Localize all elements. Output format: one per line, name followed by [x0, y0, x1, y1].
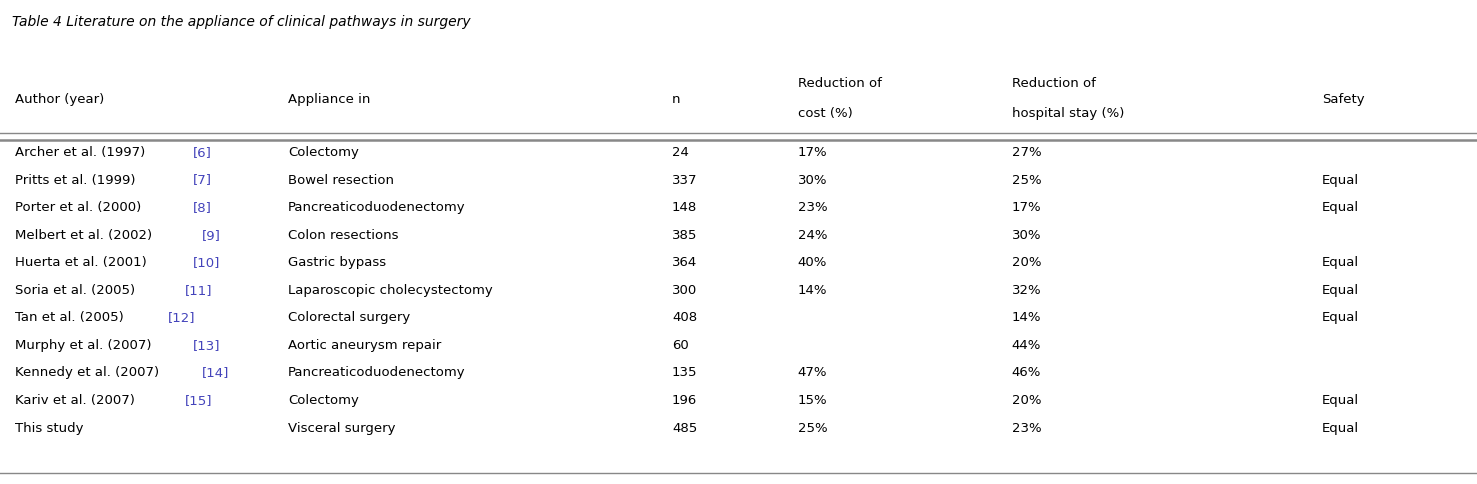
Text: Melbert et al. (2002): Melbert et al. (2002): [15, 228, 157, 242]
Text: 15%: 15%: [798, 394, 827, 407]
Text: [7]: [7]: [193, 174, 213, 186]
Text: 60: 60: [672, 339, 688, 352]
Text: hospital stay (%): hospital stay (%): [1012, 107, 1124, 121]
Text: 20%: 20%: [1012, 256, 1041, 269]
Text: Colorectal surgery: Colorectal surgery: [288, 311, 411, 324]
Text: 30%: 30%: [798, 174, 827, 186]
Text: [14]: [14]: [201, 366, 229, 379]
Text: 25%: 25%: [1012, 174, 1041, 186]
Text: 14%: 14%: [798, 284, 827, 297]
Text: 44%: 44%: [1012, 339, 1041, 352]
Text: [11]: [11]: [185, 284, 213, 297]
Text: Equal: Equal: [1322, 256, 1359, 269]
Text: Appliance in: Appliance in: [288, 93, 371, 106]
Text: 148: 148: [672, 201, 697, 214]
Text: Equal: Equal: [1322, 174, 1359, 186]
Text: This study: This study: [15, 422, 83, 435]
Text: 196: 196: [672, 394, 697, 407]
Text: Equal: Equal: [1322, 311, 1359, 324]
Text: Soria et al. (2005): Soria et al. (2005): [15, 284, 139, 297]
Text: 47%: 47%: [798, 366, 827, 379]
Text: 485: 485: [672, 422, 697, 435]
Text: n: n: [672, 93, 681, 106]
Text: 30%: 30%: [1012, 228, 1041, 242]
Text: Kennedy et al. (2007): Kennedy et al. (2007): [15, 366, 162, 379]
Text: Reduction of: Reduction of: [1012, 77, 1096, 91]
Text: Bowel resection: Bowel resection: [288, 174, 394, 186]
Text: Colon resections: Colon resections: [288, 228, 399, 242]
Text: Reduction of: Reduction of: [798, 77, 882, 91]
Text: Pritts et al. (1999): Pritts et al. (1999): [15, 174, 139, 186]
Text: Pancreaticoduodenectomy: Pancreaticoduodenectomy: [288, 366, 465, 379]
Text: Laparoscopic cholecystectomy: Laparoscopic cholecystectomy: [288, 284, 493, 297]
Text: Safety: Safety: [1322, 93, 1365, 106]
Text: [13]: [13]: [193, 339, 220, 352]
Text: [10]: [10]: [193, 256, 220, 269]
Text: 20%: 20%: [1012, 394, 1041, 407]
Text: Archer et al. (1997): Archer et al. (1997): [15, 146, 149, 159]
Text: [6]: [6]: [193, 146, 213, 159]
Text: Colectomy: Colectomy: [288, 146, 359, 159]
Text: 17%: 17%: [798, 146, 827, 159]
Text: [9]: [9]: [201, 228, 220, 242]
Text: Author (year): Author (year): [15, 93, 103, 106]
Text: 14%: 14%: [1012, 311, 1041, 324]
Text: 23%: 23%: [798, 201, 827, 214]
Text: 32%: 32%: [1012, 284, 1041, 297]
Text: Equal: Equal: [1322, 422, 1359, 435]
Text: Equal: Equal: [1322, 394, 1359, 407]
Text: Pancreaticoduodenectomy: Pancreaticoduodenectomy: [288, 201, 465, 214]
Text: 385: 385: [672, 228, 697, 242]
Text: 24%: 24%: [798, 228, 827, 242]
Text: 24: 24: [672, 146, 688, 159]
Text: 46%: 46%: [1012, 366, 1041, 379]
Text: Equal: Equal: [1322, 201, 1359, 214]
Text: Equal: Equal: [1322, 284, 1359, 297]
Text: [12]: [12]: [167, 311, 195, 324]
Text: cost (%): cost (%): [798, 107, 852, 121]
Text: Table 4 Literature on the appliance of clinical pathways in surgery: Table 4 Literature on the appliance of c…: [12, 15, 471, 29]
Text: Murphy et al. (2007): Murphy et al. (2007): [15, 339, 155, 352]
Text: 27%: 27%: [1012, 146, 1041, 159]
Text: 300: 300: [672, 284, 697, 297]
Text: Visceral surgery: Visceral surgery: [288, 422, 396, 435]
Text: 408: 408: [672, 311, 697, 324]
Text: Kariv et al. (2007): Kariv et al. (2007): [15, 394, 139, 407]
Text: 337: 337: [672, 174, 697, 186]
Text: [15]: [15]: [185, 394, 213, 407]
Text: Gastric bypass: Gastric bypass: [288, 256, 385, 269]
Text: 17%: 17%: [1012, 201, 1041, 214]
Text: Colectomy: Colectomy: [288, 394, 359, 407]
Text: Porter et al. (2000): Porter et al. (2000): [15, 201, 145, 214]
Text: Tan et al. (2005): Tan et al. (2005): [15, 311, 128, 324]
Text: 25%: 25%: [798, 422, 827, 435]
Text: [8]: [8]: [193, 201, 213, 214]
Text: Aortic aneurysm repair: Aortic aneurysm repair: [288, 339, 442, 352]
Text: 364: 364: [672, 256, 697, 269]
Text: 23%: 23%: [1012, 422, 1041, 435]
Text: 40%: 40%: [798, 256, 827, 269]
Text: 135: 135: [672, 366, 697, 379]
Text: Huerta et al. (2001): Huerta et al. (2001): [15, 256, 151, 269]
